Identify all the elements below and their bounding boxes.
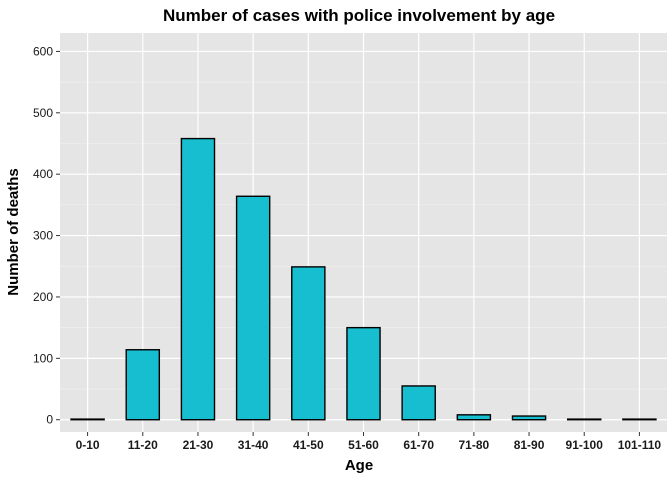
bar-61-70 xyxy=(401,385,436,421)
y-tick-label: 400 xyxy=(33,167,53,181)
bars xyxy=(70,137,657,421)
y-tick-label: 0 xyxy=(46,413,53,427)
bar-11-20 xyxy=(125,349,161,421)
y-tick-label: 100 xyxy=(33,351,53,365)
x-tick-label: 0-10 xyxy=(76,438,100,452)
bar-0-10 xyxy=(70,418,105,421)
y-axis-ticks: 0 100 200 300 400 500 600 xyxy=(33,44,60,427)
x-axis-ticks: 0-10 11-20 21-30 31-40 41-50 51-60 61-70 71-80 8… xyxy=(76,432,662,452)
y-tick-label: 600 xyxy=(33,44,53,58)
x-tick-label: 81-90 xyxy=(514,438,545,452)
bar-51-60 xyxy=(346,326,381,421)
x-tick-label: 101-110 xyxy=(618,438,662,452)
x-tick-label: 71-80 xyxy=(459,438,490,452)
y-tick-label: 200 xyxy=(33,290,53,304)
y-tick-label: 500 xyxy=(33,106,53,120)
x-tick-label: 91-100 xyxy=(566,438,604,452)
x-tick-label: 61-70 xyxy=(403,438,434,452)
bar-21-30 xyxy=(180,137,216,421)
x-tick-label: 51-60 xyxy=(348,438,379,452)
x-tick-label: 21-30 xyxy=(183,438,214,452)
bar-31-40 xyxy=(235,195,271,421)
x-tick-label: 41-50 xyxy=(293,438,324,452)
bar-91-100 xyxy=(566,418,602,421)
y-axis-title: Number of deaths xyxy=(5,168,22,296)
x-tick-label: 31-40 xyxy=(238,438,269,452)
x-tick-label: 11-20 xyxy=(128,438,158,452)
y-tick-label: 300 xyxy=(33,229,53,243)
bar-81-90 xyxy=(511,415,547,421)
x-axis-title: Age xyxy=(345,457,373,474)
bar-101-110 xyxy=(622,418,657,421)
bar-71-80 xyxy=(456,414,492,421)
chart-title: Number of cases with police involvement … xyxy=(163,6,555,25)
bar-41-50 xyxy=(291,266,326,421)
